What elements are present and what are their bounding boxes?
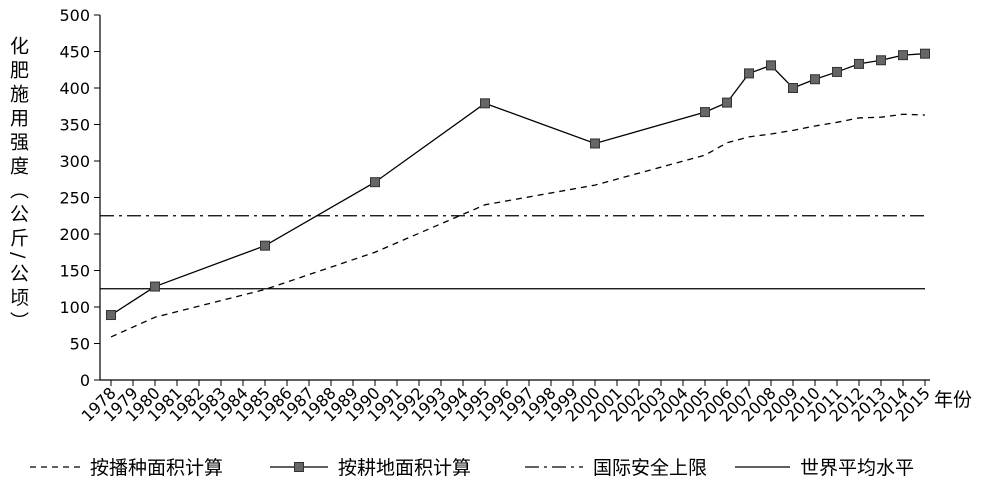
marker bbox=[480, 98, 490, 109]
marker bbox=[150, 281, 160, 292]
legend-label: 国际安全上限 bbox=[593, 457, 707, 479]
y-axis-label: 化肥施用强度（公斤/公顷） bbox=[7, 36, 29, 336]
marker bbox=[590, 138, 600, 149]
marker bbox=[898, 50, 908, 61]
series-line bbox=[110, 53, 926, 316]
marker bbox=[744, 68, 754, 79]
y-tick-label: 200 bbox=[59, 225, 90, 244]
marker bbox=[810, 74, 820, 85]
marker bbox=[876, 55, 886, 66]
y-tick-label: 50 bbox=[70, 335, 90, 354]
legend-label: 按耕地面积计算 bbox=[338, 457, 471, 479]
marker bbox=[788, 83, 798, 93]
legend-label: 按播种面积计算 bbox=[90, 457, 223, 479]
y-tick-label: 300 bbox=[59, 152, 90, 171]
y-tick-label: 450 bbox=[59, 43, 90, 62]
series-line bbox=[110, 113, 926, 338]
x-axis-label: 年份 bbox=[934, 389, 972, 411]
marker bbox=[700, 107, 710, 118]
y-tick-label: 500 bbox=[59, 6, 90, 25]
y-tick-label: 150 bbox=[59, 262, 90, 281]
marker bbox=[854, 58, 864, 69]
y-tick-label: 400 bbox=[59, 79, 90, 98]
marker bbox=[920, 48, 930, 59]
y-tick-label: 100 bbox=[59, 298, 90, 317]
marker bbox=[832, 66, 842, 77]
marker bbox=[766, 60, 776, 71]
y-tick-label: 0 bbox=[80, 371, 90, 390]
y-tick-label: 250 bbox=[59, 189, 90, 208]
marker bbox=[260, 240, 270, 251]
y-tick-label: 350 bbox=[59, 116, 90, 135]
marker bbox=[106, 310, 116, 321]
legend-marker bbox=[294, 462, 304, 472]
legend-label: 世界平均水平 bbox=[800, 457, 914, 479]
marker bbox=[722, 97, 732, 108]
marker bbox=[370, 177, 380, 188]
